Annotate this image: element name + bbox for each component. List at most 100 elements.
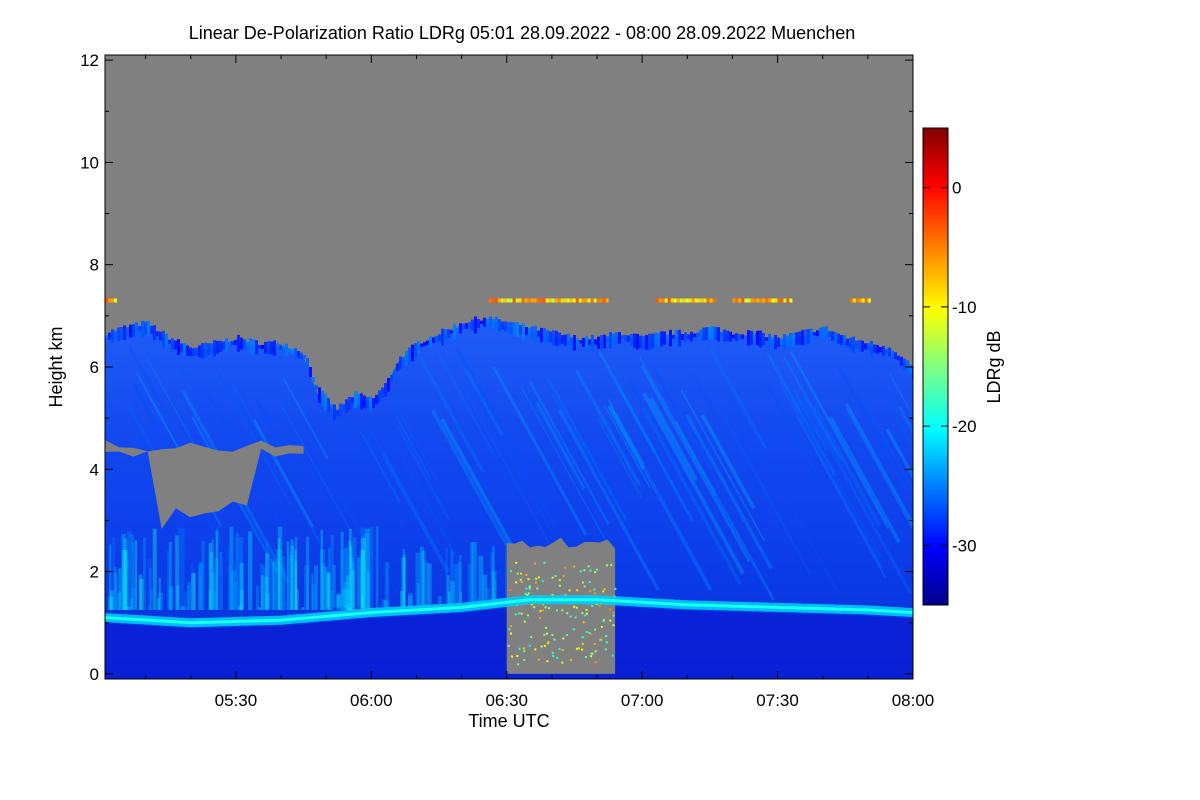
cloud-top-fringe bbox=[510, 321, 513, 335]
cloud-top-fringe bbox=[675, 329, 678, 346]
low-level-wisp bbox=[122, 575, 127, 610]
cloud-top-fringe bbox=[216, 340, 219, 354]
high-ldr-segment bbox=[512, 298, 516, 303]
low-level-wisp bbox=[492, 546, 495, 608]
cloud-top-fringe bbox=[624, 334, 627, 341]
low-level-wisp bbox=[421, 550, 426, 608]
precip-speckle bbox=[509, 570, 512, 573]
high-ldr-segment bbox=[700, 298, 704, 303]
precip-speckle bbox=[514, 613, 517, 616]
cloud-top-fringe bbox=[543, 328, 546, 344]
precip-speckle bbox=[533, 606, 536, 609]
cloud-top-fringe bbox=[420, 343, 423, 347]
fall-streak bbox=[360, 431, 402, 504]
low-level-wisp bbox=[166, 551, 171, 610]
fall-streak bbox=[640, 365, 751, 563]
colorbar-tick-label: -10 bbox=[952, 298, 977, 317]
y-tick-label: 12 bbox=[80, 51, 99, 70]
high-ldr-segment bbox=[864, 298, 868, 303]
precip-speckle bbox=[530, 636, 533, 638]
high-ldr-segment bbox=[861, 298, 865, 303]
cloud-top-fringe bbox=[777, 337, 780, 347]
cloud-top-fringe bbox=[264, 341, 267, 354]
low-level-wisp bbox=[109, 590, 114, 610]
fall-streak bbox=[725, 417, 765, 489]
fall-streak bbox=[353, 437, 404, 526]
low-level-wisp bbox=[320, 529, 323, 610]
cloud-top-fringe bbox=[891, 350, 894, 355]
cloud-top-fringe bbox=[807, 329, 810, 344]
cloud-top-fringe bbox=[441, 328, 444, 346]
fall-streak bbox=[528, 380, 610, 525]
precip-speckle bbox=[594, 661, 597, 664]
high-ldr-segment bbox=[524, 298, 528, 303]
low-level-wisp bbox=[419, 546, 424, 608]
precip-speckle bbox=[588, 581, 591, 584]
cloud-top-fringe bbox=[813, 332, 816, 336]
low-level-wisp bbox=[342, 589, 346, 608]
high-ldr-segment bbox=[747, 298, 751, 303]
high-ldr-segment bbox=[578, 298, 582, 303]
low-level-wisp bbox=[347, 589, 352, 610]
fall-streak bbox=[639, 357, 717, 497]
low-level-wisp bbox=[471, 542, 477, 608]
cloud-top-fringe bbox=[699, 329, 702, 340]
cloud-top-fringe bbox=[213, 340, 216, 357]
high-ldr-segment bbox=[691, 298, 695, 303]
cloud-top-fringe bbox=[456, 326, 459, 332]
cloud-top-fringe bbox=[198, 345, 201, 357]
low-level-wisp bbox=[311, 584, 317, 610]
cloud-top-fringe bbox=[639, 335, 642, 349]
cloud-top-fringe bbox=[507, 321, 510, 333]
cloud-top-fringe bbox=[633, 333, 636, 348]
high-ldr-segment bbox=[560, 298, 564, 303]
precip-speckle bbox=[509, 625, 512, 627]
precip-speckle bbox=[528, 586, 531, 589]
cloud-top-fringe bbox=[489, 316, 492, 331]
high-ldr-segment bbox=[114, 298, 117, 303]
cloud-top-fringe bbox=[117, 327, 120, 342]
fall-streak bbox=[231, 384, 321, 544]
fall-streak bbox=[464, 367, 504, 436]
low-level-wisp bbox=[366, 571, 370, 610]
cloud-top-fringe bbox=[270, 341, 273, 355]
low-level-wisp bbox=[118, 568, 122, 610]
cloud-top-fringe bbox=[180, 343, 183, 352]
plot-area bbox=[105, 55, 913, 679]
fall-streak bbox=[888, 373, 913, 418]
low-level-wisp bbox=[228, 566, 232, 610]
fall-streak bbox=[700, 414, 756, 510]
low-level-wisp bbox=[111, 537, 116, 610]
high-ldr-segment bbox=[593, 298, 597, 303]
low-level-wisp bbox=[417, 582, 420, 608]
precip-speckle bbox=[528, 587, 531, 590]
cloud-top-fringe bbox=[405, 350, 408, 365]
high-ldr-segment bbox=[777, 298, 781, 303]
cloud-top-fringe bbox=[657, 332, 660, 346]
cloud-top-fringe bbox=[654, 332, 657, 348]
low-level-wisp bbox=[183, 592, 188, 610]
fall-streak bbox=[280, 405, 359, 545]
precip-speckle bbox=[515, 581, 518, 584]
low-level-wisp bbox=[361, 550, 366, 608]
low-level-wisp bbox=[198, 565, 202, 610]
cloud-top-fringe bbox=[846, 338, 849, 346]
cloud-top-fringe bbox=[735, 333, 738, 342]
high-ldr-segment bbox=[759, 298, 763, 303]
low-level-wisp bbox=[219, 552, 223, 610]
cloud-top-fringe bbox=[648, 333, 651, 350]
cloud-top-fringe bbox=[150, 325, 153, 334]
precip-speckle bbox=[516, 655, 519, 657]
precip-speckle bbox=[551, 576, 554, 579]
high-ldr-segment bbox=[518, 298, 522, 303]
cloud-top-fringe bbox=[495, 316, 498, 334]
cloud-top-fringe bbox=[747, 330, 750, 346]
cloud-top-fringe bbox=[423, 341, 426, 346]
fall-streak bbox=[598, 350, 657, 454]
cloud-top-fringe bbox=[273, 340, 276, 356]
precip-speckle bbox=[547, 641, 550, 644]
high-ldr-segment bbox=[867, 298, 871, 303]
cloud-top-fringe bbox=[603, 334, 606, 349]
cloud-top-fringe bbox=[342, 404, 345, 412]
low-level-wisp bbox=[211, 539, 214, 610]
